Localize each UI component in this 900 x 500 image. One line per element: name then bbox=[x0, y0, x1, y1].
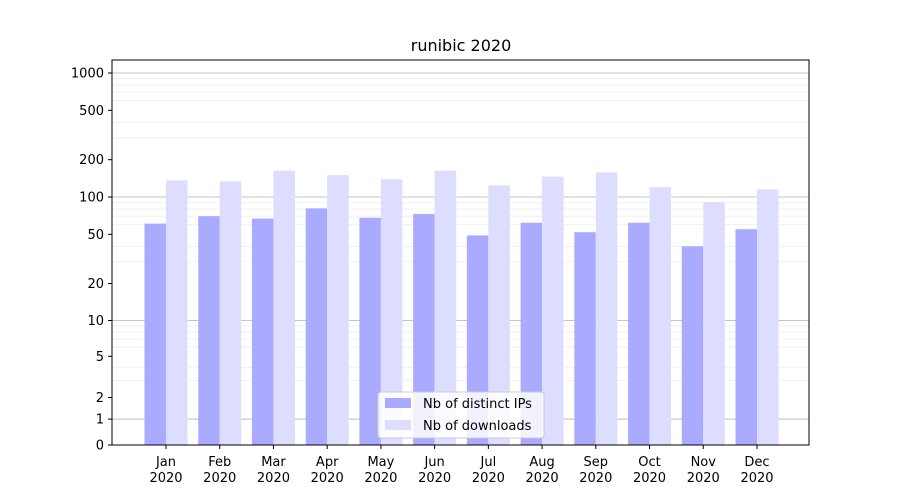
bar-downloads bbox=[595, 172, 618, 445]
y-tick-label: 1000 bbox=[71, 67, 104, 82]
x-tick-label-year: 2020 bbox=[149, 471, 182, 486]
y-tick-label: 0 bbox=[96, 439, 104, 454]
chart-title: runibic 2020 bbox=[411, 36, 512, 55]
bar-distinct-ips bbox=[735, 229, 757, 445]
y-tick-label: 200 bbox=[79, 153, 104, 168]
x-tick-label-year: 2020 bbox=[526, 471, 559, 486]
x-tick-label-month: Jul bbox=[480, 455, 497, 470]
x-tick-label-month: Aug bbox=[529, 455, 554, 470]
y-tick-label: 50 bbox=[87, 228, 104, 243]
bar-distinct-ips bbox=[359, 217, 381, 445]
bar-downloads bbox=[219, 181, 242, 446]
bar-downloads bbox=[327, 175, 349, 445]
x-tick-label-year: 2020 bbox=[311, 471, 344, 486]
legend: Nb of distinct IPs Nb of downloads bbox=[377, 391, 545, 439]
bar-distinct-ips bbox=[198, 216, 220, 445]
x-tick-label-year: 2020 bbox=[472, 471, 505, 486]
x-tick-label-year: 2020 bbox=[418, 471, 451, 486]
y-axis: 0 1 2 5 10 20 50 100 200 500 1000 bbox=[71, 67, 112, 454]
x-tick-label-month: Apr bbox=[316, 455, 339, 470]
y-tick-label: 100 bbox=[79, 190, 104, 205]
x-tick-label-month: Jun bbox=[423, 455, 444, 470]
x-tick-label-year: 2020 bbox=[579, 471, 612, 486]
y-tick-label: 10 bbox=[87, 314, 104, 329]
x-tick-label-month: Oct bbox=[638, 455, 660, 470]
bar-downloads bbox=[273, 170, 295, 445]
x-axis: Jan2020Feb2020Mar2020Apr2020May2020Jun20… bbox=[149, 445, 774, 486]
bar-downloads bbox=[380, 179, 403, 445]
x-tick-label-year: 2020 bbox=[740, 471, 773, 486]
bar-distinct-ips bbox=[144, 223, 166, 445]
bar-downloads bbox=[434, 170, 457, 445]
x-tick-label-month: Feb bbox=[208, 455, 231, 470]
bar-distinct-ips bbox=[628, 222, 650, 445]
x-tick-label-year: 2020 bbox=[364, 471, 397, 486]
bar-distinct-ips bbox=[251, 218, 274, 445]
y-tick-label: 1 bbox=[96, 413, 104, 428]
x-tick-label-month: Dec bbox=[744, 455, 769, 470]
bar-downloads bbox=[542, 176, 564, 446]
x-tick-label-month: Mar bbox=[261, 455, 286, 470]
plot-frame bbox=[111, 59, 810, 446]
x-tick-label-year: 2020 bbox=[687, 471, 720, 486]
x-tick-label-month: Nov bbox=[691, 455, 717, 470]
bar-distinct-ips bbox=[520, 222, 543, 445]
bar-downloads bbox=[488, 185, 510, 446]
y-tick-label: 500 bbox=[79, 104, 104, 119]
legend-box bbox=[377, 391, 545, 439]
x-tick-label-year: 2020 bbox=[633, 471, 666, 486]
x-tick-label-month: May bbox=[367, 455, 394, 470]
x-tick-label-year: 2020 bbox=[257, 471, 290, 486]
bar-downloads bbox=[166, 180, 188, 446]
legend-label-ips: Nb of distinct IPs bbox=[423, 397, 532, 412]
legend-swatch-downloads bbox=[385, 420, 411, 430]
bar-distinct-ips bbox=[681, 246, 704, 445]
y-tick-label: 2 bbox=[96, 391, 104, 406]
bar-distinct-ips bbox=[305, 208, 328, 445]
y-tick-label: 20 bbox=[87, 277, 104, 292]
bar-distinct-ips bbox=[574, 232, 596, 445]
bar-distinct-ips bbox=[413, 213, 435, 445]
x-tick-label-month: Jan bbox=[155, 455, 176, 470]
x-tick-label-year: 2020 bbox=[203, 471, 236, 486]
x-tick-label-month: Sep bbox=[584, 455, 609, 470]
legend-label-downloads: Nb of downloads bbox=[423, 419, 532, 434]
y-tick-label: 5 bbox=[96, 350, 104, 365]
legend-swatch-ips bbox=[385, 398, 411, 408]
bar-downloads bbox=[649, 187, 672, 445]
bar-downloads bbox=[757, 189, 779, 445]
bars bbox=[144, 170, 779, 446]
bar-downloads bbox=[703, 202, 725, 445]
